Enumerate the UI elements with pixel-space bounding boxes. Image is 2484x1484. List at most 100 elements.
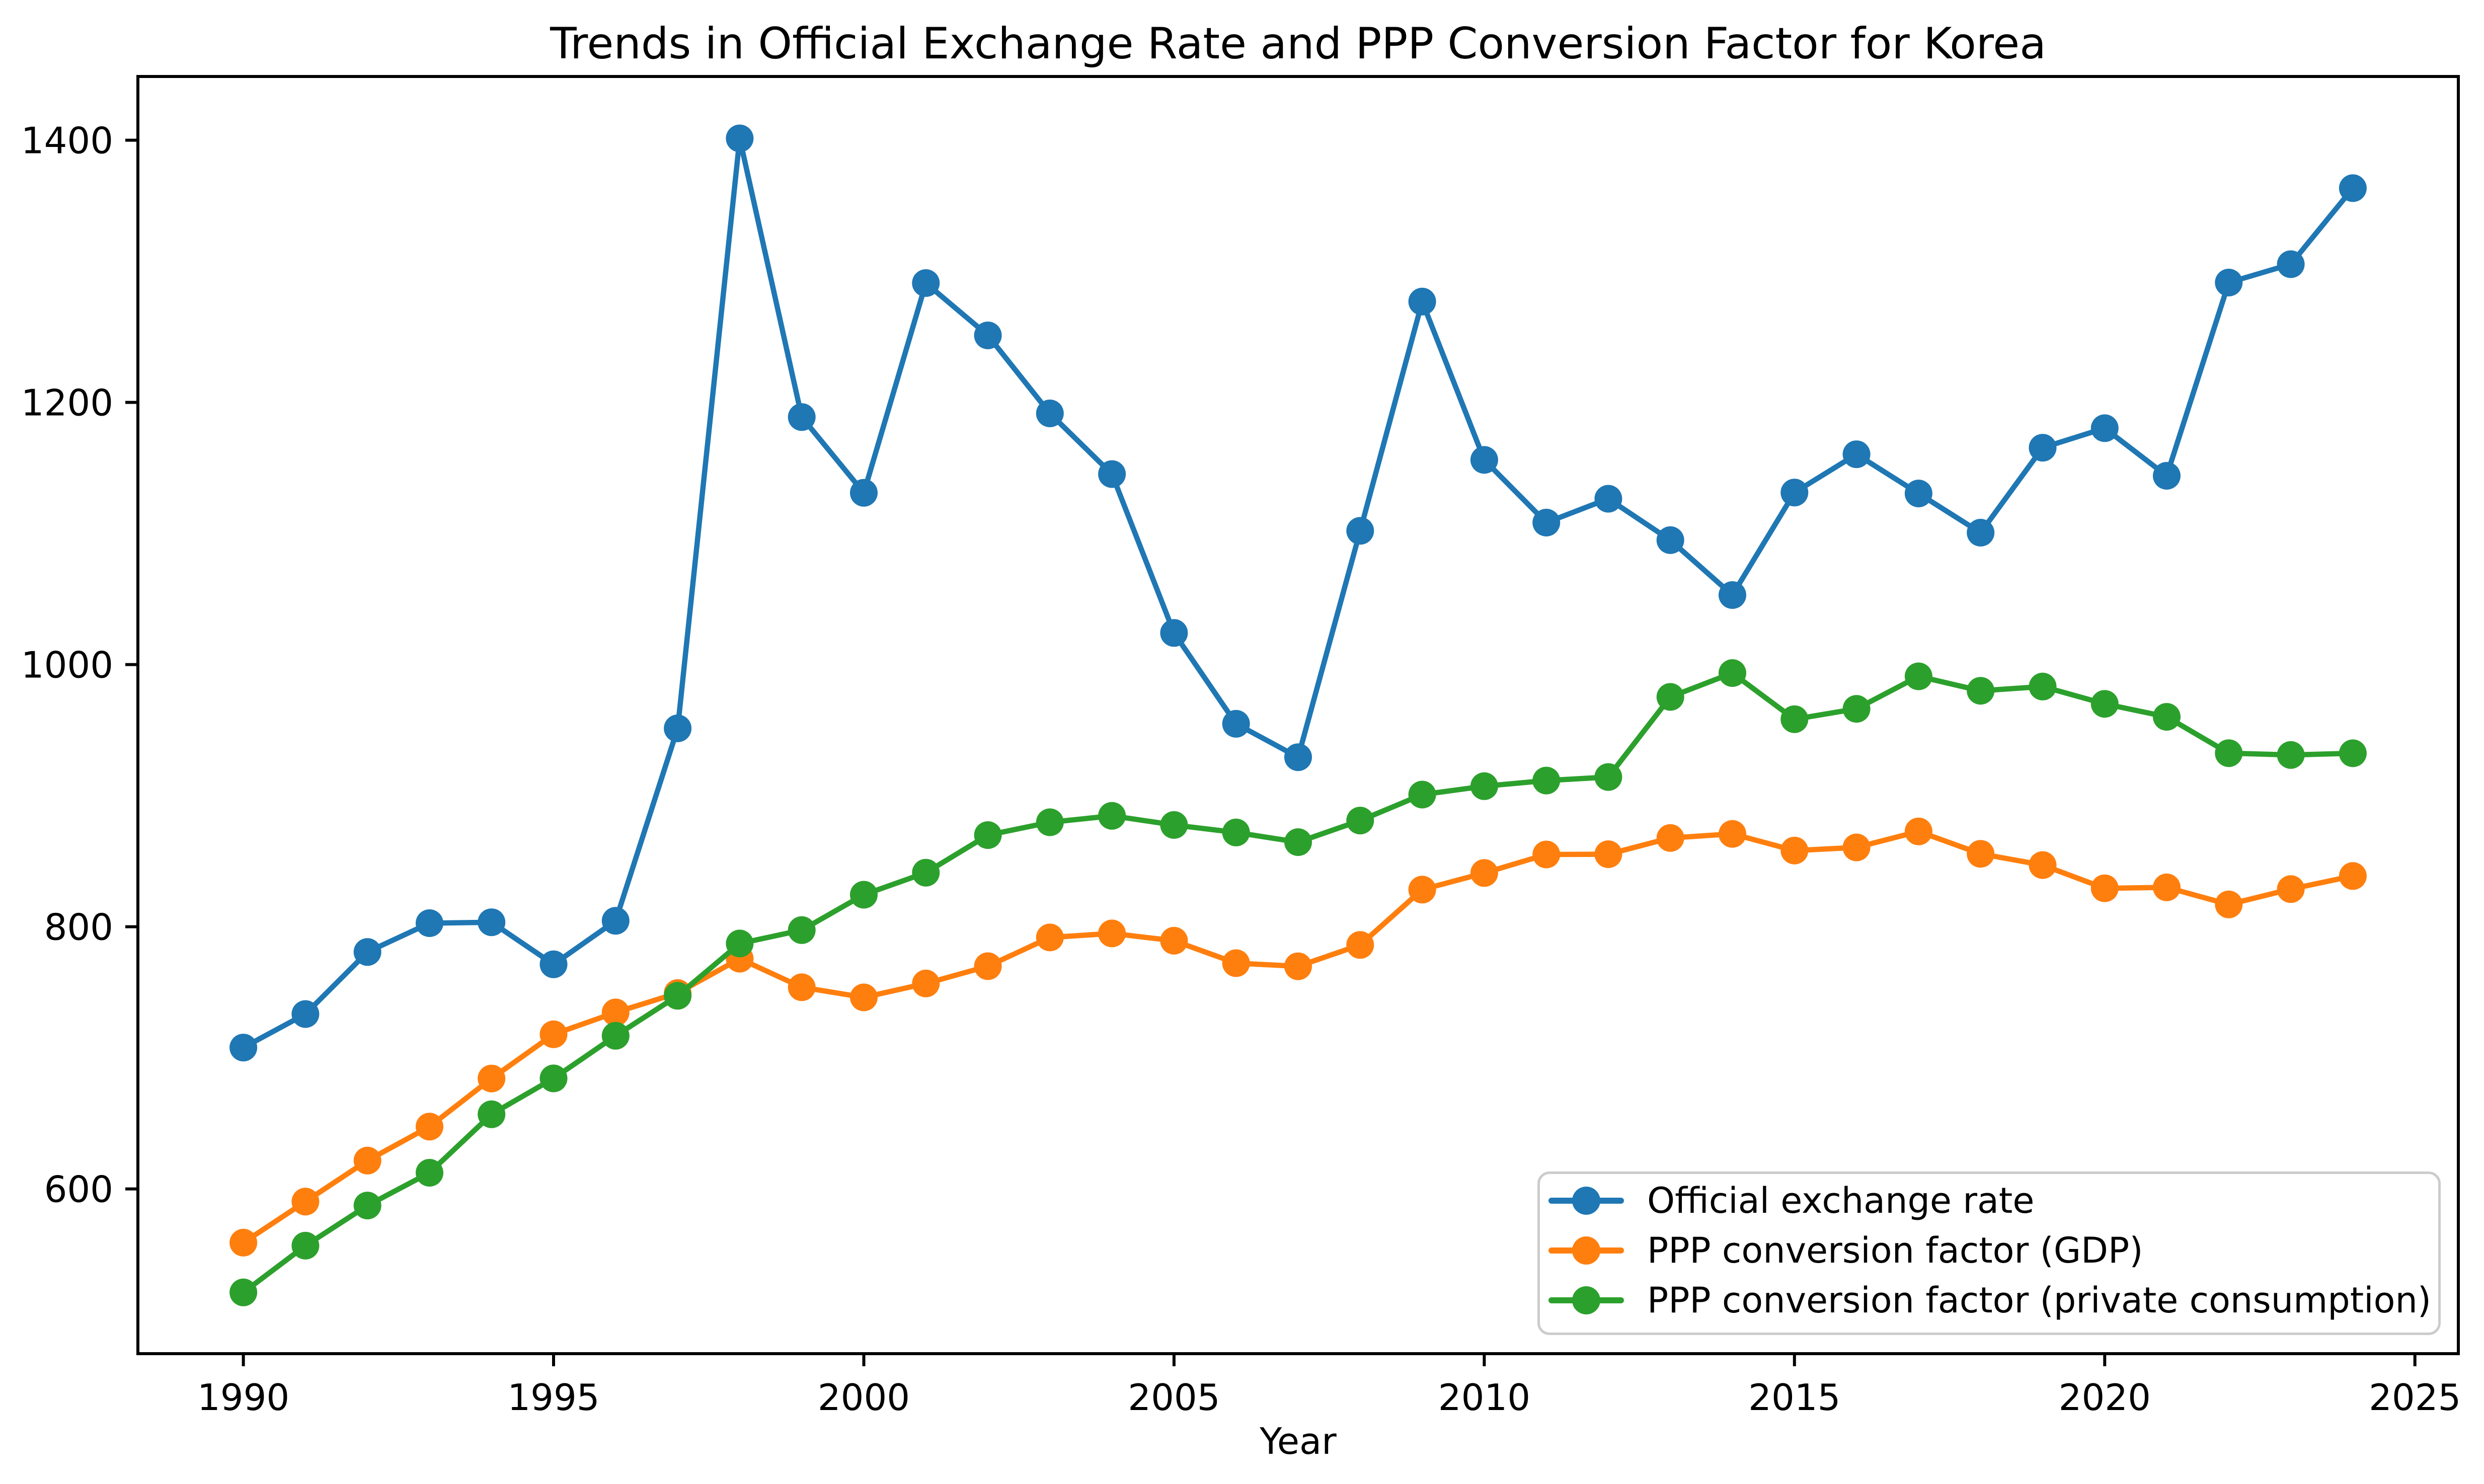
series-marker-ppp-conversion-factor-gdp — [2029, 851, 2057, 879]
series-marker-ppp-conversion-factor-private-consumption — [2090, 690, 2119, 718]
x-axis-tick-label: 2025 — [2369, 1376, 2461, 1419]
series-marker-ppp-conversion-factor-gdp — [1408, 876, 1436, 904]
legend-label: PPP conversion factor (private consumpti… — [1647, 1280, 2432, 1321]
series-marker-ppp-conversion-factor-private-consumption — [1904, 662, 1932, 690]
legend-dot-swatch — [1572, 1187, 1600, 1215]
series-marker-ppp-conversion-factor-gdp — [2339, 862, 2367, 890]
series-marker-official-exchange-rate — [788, 403, 816, 431]
series-marker-ppp-conversion-factor-gdp — [478, 1064, 506, 1092]
series-marker-official-exchange-rate — [1719, 581, 1746, 609]
series-marker-ppp-conversion-factor-private-consumption — [1656, 683, 1684, 711]
series-marker-official-exchange-rate — [912, 269, 940, 297]
series-marker-ppp-conversion-factor-private-consumption — [850, 881, 878, 909]
series-marker-ppp-conversion-factor-private-consumption — [1160, 811, 1188, 839]
y-axis-tick-label: 600 — [44, 1168, 113, 1211]
chart-title: Trends in Official Exchange Rate and PPP… — [550, 19, 2046, 69]
series-marker-ppp-conversion-factor-gdp — [353, 1146, 381, 1175]
legend-dot-swatch — [1572, 1236, 1600, 1265]
series-marker-official-exchange-rate — [1098, 460, 1126, 488]
series-marker-ppp-conversion-factor-private-consumption — [1532, 766, 1561, 795]
series-marker-official-exchange-rate — [850, 479, 878, 507]
series-marker-ppp-conversion-factor-gdp — [974, 952, 1002, 980]
series-marker-official-exchange-rate — [1656, 526, 1684, 554]
x-axis-tick-label: 2005 — [1128, 1376, 1220, 1419]
series-marker-ppp-conversion-factor-private-consumption — [1098, 802, 1126, 830]
y-axis-tick-label: 800 — [44, 906, 113, 949]
series-marker-ppp-conversion-factor-private-consumption — [1222, 818, 1250, 846]
series-marker-ppp-conversion-factor-gdp — [1842, 833, 1871, 862]
series-marker-ppp-conversion-factor-private-consumption — [1408, 780, 1436, 809]
axes-spines — [136, 75, 2460, 1355]
series-marker-official-exchange-rate — [1470, 446, 1498, 474]
series-marker-ppp-conversion-factor-private-consumption — [1470, 772, 1498, 800]
series-marker-ppp-conversion-factor-gdp — [1656, 824, 1684, 852]
series-marker-ppp-conversion-factor-gdp — [539, 1020, 568, 1048]
series-marker-ppp-conversion-factor-gdp — [1719, 820, 1746, 848]
series-marker-ppp-conversion-factor-private-consumption — [601, 1022, 630, 1050]
series-marker-ppp-conversion-factor-private-consumption — [291, 1231, 320, 1260]
x-axis-tick-label: 2010 — [1438, 1376, 1530, 1419]
series-marker-ppp-conversion-factor-private-consumption — [2153, 703, 2181, 731]
series-line-official-exchange-rate — [241, 135, 2356, 1050]
series-marker-ppp-conversion-factor-gdp — [291, 1188, 320, 1216]
series-marker-official-exchange-rate — [291, 1000, 320, 1028]
series-marker-official-exchange-rate — [1222, 710, 1250, 738]
x-axis-tick-label: 1995 — [507, 1376, 599, 1419]
series-marker-ppp-conversion-factor-private-consumption — [1036, 808, 1064, 836]
series-marker-ppp-conversion-factor-gdp — [912, 969, 940, 997]
x-axis-tick-label: 1990 — [197, 1376, 289, 1419]
series-marker-ppp-conversion-factor-gdp — [1904, 817, 1932, 845]
series-marker-ppp-conversion-factor-gdp — [1222, 949, 1250, 977]
x-axis-tick-label: 2000 — [818, 1376, 910, 1419]
series-marker-ppp-conversion-factor-gdp — [2153, 873, 2181, 901]
series-marker-ppp-conversion-factor-gdp — [2215, 890, 2243, 918]
legend-marker-icon — [1548, 1286, 1624, 1314]
legend-marker-icon — [1548, 1187, 1624, 1215]
series-marker-ppp-conversion-factor-private-consumption — [1719, 659, 1746, 687]
legend-item-ppp-private-consumption: PPP conversion factor (private consumpti… — [1540, 1278, 2438, 1323]
y-axis-tick-label: 1400 — [21, 120, 113, 162]
series-marker-official-exchange-rate — [601, 907, 630, 935]
series-marker-official-exchange-rate — [1594, 485, 1622, 513]
series-marker-ppp-conversion-factor-private-consumption — [1967, 677, 1995, 705]
series-marker-official-exchange-rate — [1780, 479, 1809, 507]
series-marker-official-exchange-rate — [1904, 480, 1932, 508]
series-marker-ppp-conversion-factor-gdp — [416, 1113, 443, 1141]
series-marker-official-exchange-rate — [2029, 434, 2057, 462]
series-marker-ppp-conversion-factor-private-consumption — [1780, 705, 1809, 733]
series-marker-ppp-conversion-factor-gdp — [1780, 836, 1809, 865]
series-marker-official-exchange-rate — [974, 322, 1002, 349]
legend-label: PPP conversion factor (GDP) — [1647, 1230, 2143, 1271]
plot-series-group — [229, 124, 2367, 1306]
series-marker-ppp-conversion-factor-gdp — [1160, 926, 1188, 955]
series-marker-official-exchange-rate — [2277, 250, 2305, 278]
series-marker-ppp-conversion-factor-private-consumption — [539, 1064, 568, 1092]
series-marker-ppp-conversion-factor-gdp — [601, 998, 630, 1027]
series-marker-ppp-conversion-factor-private-consumption — [726, 929, 754, 958]
series-marker-ppp-conversion-factor-private-consumption — [912, 858, 940, 887]
legend: Official exchange rate PPP conversion fa… — [1537, 1171, 2441, 1335]
series-marker-ppp-conversion-factor-gdp — [1532, 840, 1561, 869]
series-marker-official-exchange-rate — [2153, 462, 2181, 490]
series-marker-official-exchange-rate — [1284, 743, 1312, 771]
series-marker-ppp-conversion-factor-private-consumption — [2339, 739, 2367, 767]
series-marker-official-exchange-rate — [478, 908, 506, 936]
series-marker-ppp-conversion-factor-private-consumption — [2029, 672, 2057, 700]
series-marker-official-exchange-rate — [2215, 269, 2243, 296]
series-marker-official-exchange-rate — [1967, 519, 1995, 546]
series-marker-ppp-conversion-factor-private-consumption — [2277, 741, 2305, 769]
series-marker-official-exchange-rate — [1346, 517, 1374, 545]
series-marker-official-exchange-rate — [726, 124, 754, 152]
series-marker-official-exchange-rate — [1408, 287, 1436, 316]
series-marker-ppp-conversion-factor-gdp — [1036, 923, 1064, 952]
series-marker-ppp-conversion-factor-private-consumption — [229, 1278, 258, 1306]
series-marker-ppp-conversion-factor-gdp — [229, 1228, 258, 1257]
series-marker-official-exchange-rate — [353, 938, 381, 966]
series-marker-ppp-conversion-factor-gdp — [2277, 875, 2305, 903]
series-marker-official-exchange-rate — [1842, 440, 1871, 468]
series-marker-ppp-conversion-factor-gdp — [1470, 859, 1498, 887]
series-marker-official-exchange-rate — [1532, 509, 1561, 536]
series-marker-official-exchange-rate — [664, 714, 692, 742]
